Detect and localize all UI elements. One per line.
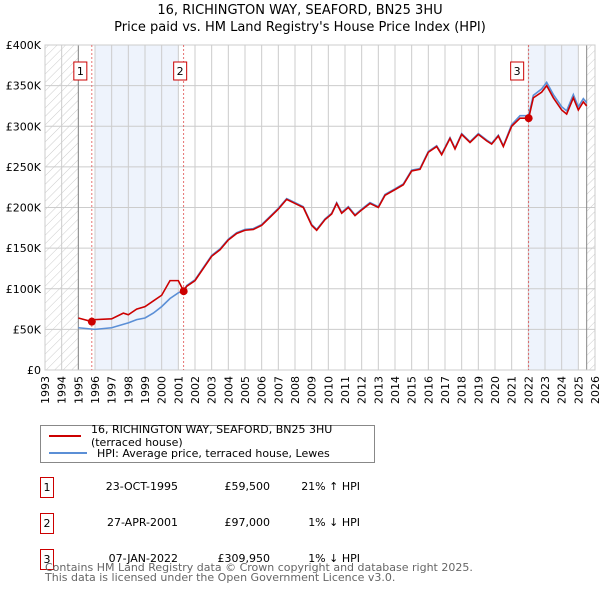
sale-label: 2 <box>177 65 184 78</box>
y-tick-label: £200K <box>6 202 42 215</box>
x-tick-label: 2025 <box>572 376 585 404</box>
x-tick-label: 2023 <box>539 376 552 404</box>
x-tick-label: 2000 <box>156 376 169 404</box>
legend-item-property: 16, RICHINGTON WAY, SEAFORD, BN25 3HU (t… <box>49 423 374 449</box>
y-tick-label: £300K <box>6 120 42 133</box>
x-tick-label: 2022 <box>522 376 535 404</box>
sale-row: 1 23-OCT-1995 £59,500 21% ↑ HPI <box>40 477 440 498</box>
property-price-line <box>78 84 588 323</box>
x-tick-label: 2018 <box>456 376 469 404</box>
plot-frame <box>44 44 596 371</box>
legend-label: 16, RICHINGTON WAY, SEAFORD, BN25 3HU (t… <box>90 423 333 449</box>
legend: 16, RICHINGTON WAY, SEAFORD, BN25 3HU (t… <box>40 423 375 463</box>
y-tick-label: £400K <box>6 39 42 52</box>
x-tick-label: 2013 <box>372 376 385 404</box>
sale-label-box <box>73 61 88 81</box>
x-tick-label: 2008 <box>289 376 302 404</box>
x-tick-label: 1996 <box>89 376 102 404</box>
chart-subtitle: Price paid vs. HM Land Registry's House … <box>114 20 486 35</box>
sale-label-box <box>173 61 188 81</box>
x-tick-label: 2015 <box>406 376 419 404</box>
x-tick-label: 2002 <box>189 376 202 404</box>
sale-date: 27-APR-2001 <box>106 516 178 529</box>
x-tick-label: 2003 <box>206 376 219 404</box>
x-tick-label: 2016 <box>422 376 435 404</box>
sale-point <box>524 114 533 123</box>
y-tick-label: £250K <box>6 161 42 174</box>
sale-date: 07-JAN-2022 <box>108 552 178 565</box>
sale-number: 1 <box>40 477 54 498</box>
x-tick-label: 1998 <box>122 376 135 404</box>
x-tick-label: 1995 <box>72 376 85 404</box>
y-tick-label: £0 <box>27 364 41 377</box>
x-tick-label: 2017 <box>439 376 452 404</box>
sale-number: 3 <box>40 549 54 570</box>
x-tick-label: 2020 <box>489 376 502 404</box>
sale-date: 23-OCT-1995 <box>105 480 178 493</box>
sale-price: £309,950 <box>217 552 271 565</box>
chart-title: 16, RICHINGTON WAY, SEAFORD, BN25 3HU <box>157 3 443 18</box>
legend-item-hpi: HPI: Average price, terraced house, Lewe… <box>49 446 330 460</box>
x-tick-label: 1994 <box>56 376 69 404</box>
x-tick-label: 2012 <box>356 376 369 404</box>
sale-point <box>179 287 188 296</box>
sale-label: 3 <box>514 65 521 78</box>
x-tick-label: 2005 <box>239 376 252 404</box>
sale-price: £97,000 <box>224 516 271 529</box>
sale-hpi-diff: 1% ↓ HPI <box>308 516 360 529</box>
x-tick-label: 1999 <box>139 376 152 404</box>
x-tick-label: 2006 <box>256 376 269 404</box>
footer-line2: This data is licensed under the Open Gov… <box>45 571 396 584</box>
x-tick-label: 2011 <box>339 376 352 404</box>
x-tick-label: 2009 <box>306 376 319 404</box>
footer-line1: Contains HM Land Registry data © Crown c… <box>45 561 473 574</box>
legend-label: HPI: Average price, terraced house, Lewe… <box>97 446 330 460</box>
x-tick-label: 2014 <box>389 376 402 404</box>
sale-number: 2 <box>40 513 54 534</box>
sale-price: £59,500 <box>224 480 271 493</box>
sale-row: 3 07-JAN-2022 £309,950 1% ↓ HPI <box>40 549 440 570</box>
price-chart: 1993 1994 1995 1996 1997 1998 1999 2000 2001 2002… <box>6 39 600 404</box>
y-tick-label: £150K <box>6 242 42 255</box>
x-tick-label: 2007 <box>272 376 285 404</box>
x-tick-label: 2010 <box>322 376 335 404</box>
x-tick-label: 2021 <box>506 376 519 404</box>
x-tick-label: 1993 <box>39 376 52 404</box>
sale-label: 1 <box>77 65 84 78</box>
sale-hpi-diff: 1% ↓ HPI <box>308 552 360 565</box>
x-tick-label: 2019 <box>472 376 485 404</box>
x-tick-label: 2001 <box>172 376 185 404</box>
y-tick-label: £100K <box>6 283 42 296</box>
sale-hpi-diff: 21% ↑ HPI <box>301 480 360 493</box>
x-tick-label: 2024 <box>556 376 569 404</box>
sale-label-box <box>510 61 525 81</box>
y-tick-label: £50K <box>13 323 42 336</box>
sale-point <box>87 317 96 326</box>
x-tick-label: 2026 <box>589 376 600 404</box>
x-tick-label: 2004 <box>222 376 235 404</box>
x-tick-label: 1997 <box>106 376 119 404</box>
y-tick-label: £350K <box>6 80 42 93</box>
sale-row: 2 27-APR-2001 £97,000 1% ↓ HPI <box>40 513 440 534</box>
